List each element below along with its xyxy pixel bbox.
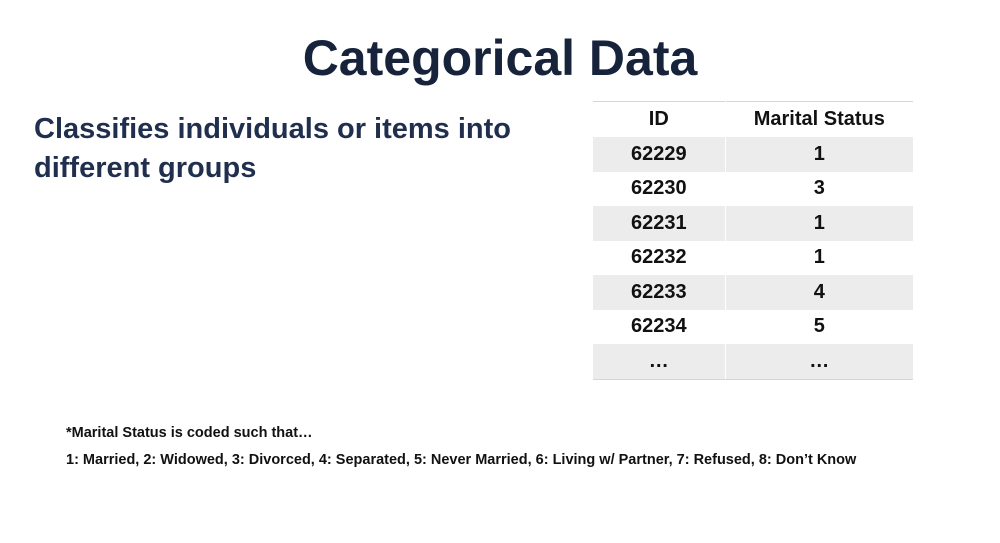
cell-id: 62230 — [593, 171, 726, 206]
data-table-container: ID Marital Status 62229 1 62230 3 62231 … — [593, 101, 913, 380]
cell-marital-status: 1 — [725, 137, 913, 172]
table-row: 62233 4 — [593, 275, 913, 310]
cell-id: 62234 — [593, 309, 726, 344]
cell-marital-status: 4 — [725, 275, 913, 310]
table-row: 62231 1 — [593, 206, 913, 241]
slide-bullet-text: Classifies individuals or items into dif… — [34, 113, 512, 184]
table-row: 62230 3 — [593, 171, 913, 206]
table-row: 62229 1 — [593, 137, 913, 172]
cell-marital-status: 5 — [725, 309, 913, 344]
column-header-marital-status: Marital Status — [725, 101, 913, 137]
footnote-line-2: 1: Married, 2: Widowed, 3: Divorced, 4: … — [66, 452, 857, 468]
cell-id: 62229 — [593, 137, 726, 172]
cell-marital-status: 1 — [725, 240, 913, 275]
cell-id: 62232 — [593, 240, 726, 275]
table-row: … … — [593, 344, 913, 380]
table-header-row: ID Marital Status — [593, 101, 913, 137]
cell-id: 62231 — [593, 206, 726, 241]
table-row: 62234 5 — [593, 309, 913, 344]
footnote: *Marital Status is coded such that… 1: M… — [66, 420, 856, 474]
footnote-line-1: *Marital Status is coded such that… — [66, 425, 313, 441]
cell-marital-status: 3 — [725, 171, 913, 206]
cell-marital-status: 1 — [725, 206, 913, 241]
table-row: 62232 1 — [593, 240, 913, 275]
column-header-id: ID — [593, 101, 726, 137]
cell-marital-status: … — [725, 344, 913, 380]
cell-id: 62233 — [593, 275, 726, 310]
marital-status-table: ID Marital Status 62229 1 62230 3 62231 … — [593, 101, 913, 380]
cell-id: … — [593, 344, 726, 380]
slide-title: Categorical Data — [302, 30, 698, 86]
